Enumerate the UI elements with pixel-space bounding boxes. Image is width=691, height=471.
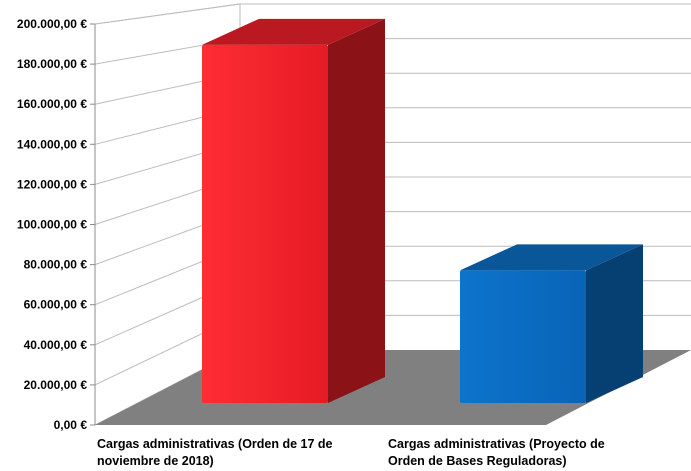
y-tick-label: 60.000,00 € — [24, 298, 88, 312]
bar-top-face — [202, 18, 385, 45]
x-category-label-line: Orden de Bases Reguladoras) — [388, 454, 567, 468]
y-tick-label: 40.000,00 € — [24, 338, 88, 352]
x-category-label-1: Cargas administrativas (Proyecto de Orde… — [388, 436, 638, 470]
y-axis: 0,00 € 20.000,00 € 40.000,00 € 60.000,00 € 8… — [17, 17, 96, 432]
x-category-label-line: noviembre de 2018) — [97, 454, 214, 468]
bar-0 — [202, 18, 385, 403]
y-tick-label: 180.000,00 € — [17, 57, 87, 71]
bar-front-face — [460, 270, 586, 403]
gridline — [94, 3, 691, 25]
y-tick-label: 140.000,00 € — [17, 137, 87, 151]
y-tick-label: 120.000,00 € — [17, 177, 87, 191]
bar-1 — [460, 244, 643, 403]
bar-side-face — [328, 18, 385, 403]
bar-front-face — [202, 44, 328, 403]
bar-top-face — [460, 244, 643, 271]
bars — [202, 18, 643, 403]
bar-side-face — [586, 244, 643, 403]
y-tick-label: 20.000,00 € — [24, 378, 88, 392]
y-tick-label: 100.000,00 € — [17, 218, 87, 232]
y-tick-label: 160.000,00 € — [17, 97, 87, 111]
y-tick-label: 0,00 € — [54, 418, 88, 432]
y-tick-label: 200.000,00 € — [17, 17, 87, 31]
x-category-label-line: Cargas administrativas (Orden de 17 de — [97, 437, 333, 451]
x-category-label-0: Cargas administrativas (Orden de 17 de n… — [97, 436, 347, 470]
y-tick-label: 80.000,00 € — [24, 258, 88, 272]
x-category-label-line: Cargas administrativas (Proyecto de — [388, 437, 605, 451]
